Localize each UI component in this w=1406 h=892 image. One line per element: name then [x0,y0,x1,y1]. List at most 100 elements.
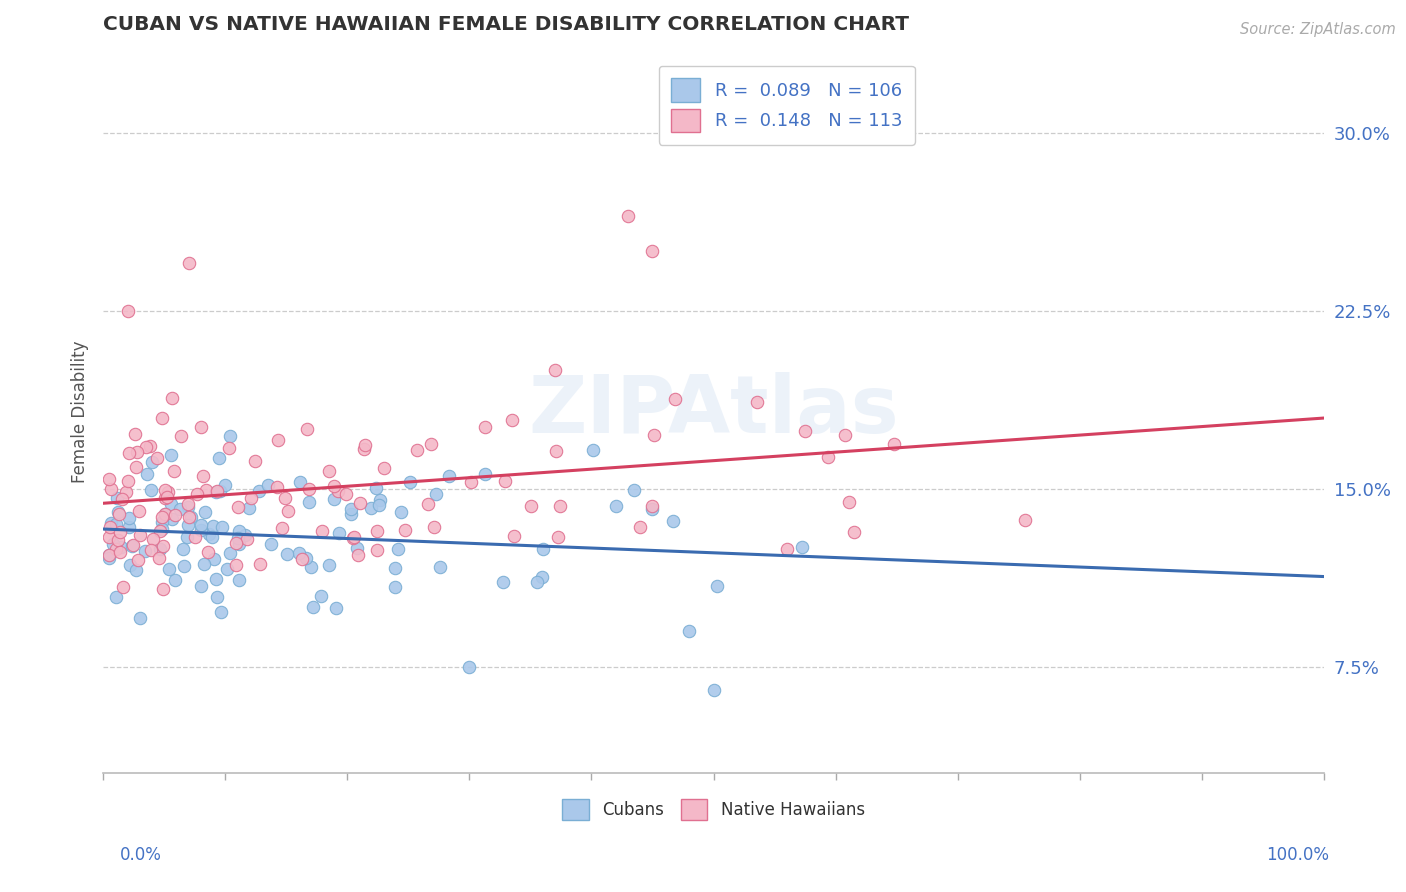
Text: Source: ZipAtlas.com: Source: ZipAtlas.com [1240,22,1396,37]
Text: ZIPAtlas: ZIPAtlas [529,373,898,450]
Point [98,550,121,565]
Point [367,498,389,512]
Point [267,433,290,447]
Point [149,524,172,539]
Point [270,521,292,535]
Point [134,544,156,558]
Point [702,683,724,698]
Point [180,509,202,524]
Point [152,582,174,597]
Point [179,510,201,524]
Point [110,540,132,554]
Point [311,524,333,538]
Text: 0.0%: 0.0% [120,846,162,863]
Point [623,483,645,497]
Point [136,467,159,481]
Point [170,429,193,443]
Point [817,450,839,464]
Text: CUBAN VS NATIVE HAWAIIAN FEMALE DISABILITY CORRELATION CHART: CUBAN VS NATIVE HAWAIIAN FEMALE DISABILI… [103,15,910,34]
Point [149,541,172,556]
Legend: Cubans, Native Hawaiians: Cubans, Native Hawaiians [555,792,872,827]
Point [531,570,554,584]
Point [190,518,212,533]
Point [176,530,198,544]
Point [128,528,150,542]
Point [98,519,121,533]
Point [548,499,571,513]
Point [163,573,186,587]
Point [494,475,516,489]
Point [790,540,813,554]
Point [260,537,283,551]
Point [531,541,554,556]
Point [302,599,325,614]
Point [117,474,139,488]
Point [643,428,665,442]
Point [384,561,406,575]
Point [153,507,176,521]
Point [228,573,250,587]
Point [277,504,299,518]
Point [98,472,121,486]
Point [157,484,180,499]
Point [197,526,219,541]
Point [150,510,173,524]
Y-axis label: Female Disability: Female Disability [72,340,89,483]
Point [228,531,250,545]
Point [202,552,225,566]
Point [422,520,444,534]
Point [125,563,148,577]
Point [160,511,183,525]
Point [664,392,686,406]
Point [120,558,142,572]
Point [226,500,249,514]
Point [110,524,132,539]
Point [111,492,134,507]
Point [157,562,180,576]
Point [342,530,364,544]
Point [276,547,298,561]
Point [389,505,412,519]
Point [706,579,728,593]
Point [256,478,278,492]
Point [342,532,364,546]
Point [354,438,377,452]
Point [124,427,146,442]
Point [228,537,250,551]
Point [460,475,482,489]
Point [107,533,129,547]
Point [429,559,451,574]
Point [373,461,395,475]
Point [152,539,174,553]
Point [288,475,311,490]
Point [135,440,157,454]
Point [309,589,332,603]
Point [678,624,700,638]
Point [107,505,129,519]
Point [295,422,318,436]
Point [326,483,349,498]
Point [406,442,429,457]
Point [139,483,162,497]
Point [125,445,148,459]
Point [291,551,314,566]
Point [605,500,627,514]
Point [838,495,860,509]
Point [127,552,149,566]
Point [191,468,214,483]
Point [98,549,121,563]
Point [163,508,186,522]
Point [346,548,368,562]
Point [294,551,316,566]
Point [211,520,233,534]
Point [112,580,135,594]
Point [526,574,548,589]
Point [117,303,139,318]
Point [747,395,769,409]
Point [368,492,391,507]
Point [366,524,388,538]
Point [155,491,177,505]
Point [425,487,447,501]
Point [247,483,270,498]
Point [105,491,128,506]
